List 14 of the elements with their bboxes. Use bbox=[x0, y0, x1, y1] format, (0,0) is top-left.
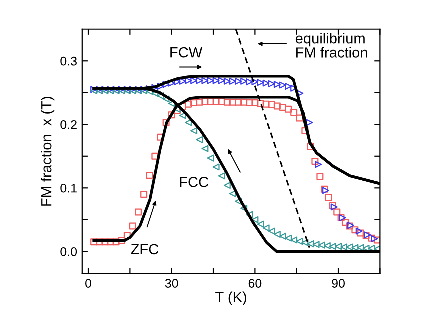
x-axis-title: T (K) bbox=[216, 292, 246, 306]
y-axis-title: FM fraction x (T) bbox=[41, 97, 55, 206]
y-tick-label: 0.1 bbox=[60, 184, 77, 193]
y-tick-label: 0.0 bbox=[60, 247, 78, 256]
y-tick-label: 0.3 bbox=[60, 56, 77, 66]
x-tick-label: 30 bbox=[165, 279, 178, 288]
annotation: ZFC bbox=[131, 244, 159, 255]
annotation: equilibrium FM fraction bbox=[296, 33, 368, 58]
annotation: FCC bbox=[180, 177, 209, 188]
x-tick-label: 0 bbox=[86, 279, 92, 288]
y-tick-label: 0.2 bbox=[60, 120, 77, 130]
x-tick-label: 90 bbox=[332, 279, 345, 288]
annotation: FCW bbox=[170, 47, 203, 58]
x-tick-label: 60 bbox=[248, 279, 262, 288]
